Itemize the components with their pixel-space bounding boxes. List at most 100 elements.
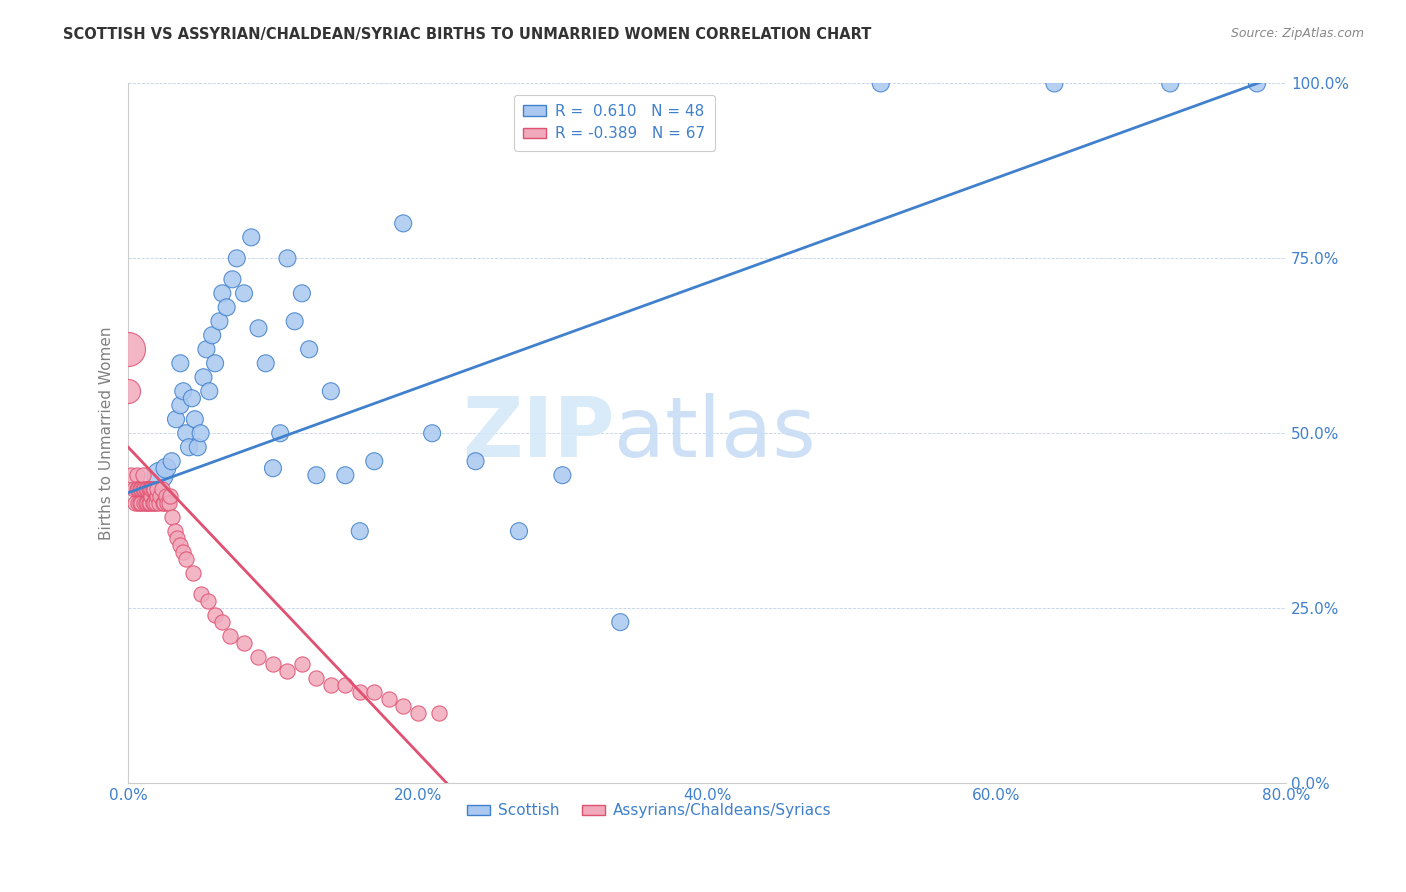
- Point: [169, 538, 191, 552]
- Point: [276, 664, 298, 678]
- Text: atlas: atlas: [614, 392, 817, 474]
- Point: [204, 356, 226, 370]
- Point: [197, 594, 219, 608]
- Point: [349, 685, 371, 699]
- Point: [184, 412, 207, 426]
- Point: [211, 286, 233, 301]
- Point: [169, 398, 191, 412]
- Point: [609, 615, 631, 629]
- Point: [240, 230, 263, 244]
- Point: [146, 489, 169, 503]
- Point: [349, 524, 371, 538]
- Point: [117, 384, 139, 399]
- Point: [262, 657, 284, 672]
- Text: ZIP: ZIP: [463, 392, 614, 474]
- Point: [157, 496, 180, 510]
- Point: [127, 496, 149, 510]
- Point: [117, 343, 139, 357]
- Point: [208, 314, 231, 328]
- Point: [139, 496, 162, 510]
- Point: [128, 482, 150, 496]
- Point: [152, 496, 174, 510]
- Point: [221, 272, 243, 286]
- Point: [172, 384, 194, 399]
- Point: [156, 496, 179, 510]
- Point: [406, 706, 429, 720]
- Point: [254, 356, 277, 370]
- Point: [174, 426, 197, 441]
- Point: [136, 482, 159, 496]
- Point: [291, 286, 314, 301]
- Point: [198, 384, 221, 399]
- Point: [155, 489, 177, 503]
- Point: [132, 482, 155, 496]
- Text: SCOTTISH VS ASSYRIAN/CHALDEAN/SYRIAC BIRTHS TO UNMARRIED WOMEN CORRELATION CHART: SCOTTISH VS ASSYRIAN/CHALDEAN/SYRIAC BIR…: [63, 27, 872, 42]
- Point: [305, 671, 328, 685]
- Point: [201, 328, 224, 343]
- Point: [420, 426, 443, 441]
- Point: [181, 391, 204, 405]
- Point: [392, 699, 415, 714]
- Point: [141, 482, 163, 496]
- Y-axis label: Births to Unmarried Women: Births to Unmarried Women: [100, 326, 114, 540]
- Point: [1043, 77, 1066, 91]
- Point: [129, 496, 152, 510]
- Point: [141, 489, 163, 503]
- Point: [195, 343, 218, 357]
- Point: [122, 482, 145, 496]
- Point: [193, 370, 215, 384]
- Point: [363, 685, 385, 699]
- Point: [143, 482, 166, 496]
- Point: [148, 496, 170, 510]
- Point: [551, 468, 574, 483]
- Point: [335, 468, 357, 483]
- Point: [159, 489, 181, 503]
- Point: [134, 496, 156, 510]
- Point: [284, 314, 307, 328]
- Point: [190, 587, 212, 601]
- Point: [165, 412, 187, 426]
- Point: [145, 496, 167, 510]
- Point: [136, 496, 159, 510]
- Point: [233, 636, 256, 650]
- Point: [298, 343, 321, 357]
- Point: [128, 496, 150, 510]
- Point: [135, 482, 157, 496]
- Point: [127, 482, 149, 496]
- Point: [146, 482, 169, 496]
- Point: [177, 440, 200, 454]
- Point: [190, 426, 212, 441]
- Point: [138, 496, 160, 510]
- Point: [319, 384, 342, 399]
- Point: [172, 545, 194, 559]
- Point: [160, 454, 183, 468]
- Point: [129, 482, 152, 496]
- Text: Source: ZipAtlas.com: Source: ZipAtlas.com: [1230, 27, 1364, 40]
- Point: [247, 321, 270, 335]
- Point: [155, 461, 177, 475]
- Point: [211, 615, 233, 629]
- Point: [377, 692, 399, 706]
- Point: [233, 286, 256, 301]
- Point: [187, 440, 209, 454]
- Point: [225, 252, 247, 266]
- Point: [392, 216, 415, 230]
- Point: [174, 552, 197, 566]
- Point: [134, 482, 156, 496]
- Point: [125, 482, 148, 496]
- Point: [153, 496, 176, 510]
- Point: [215, 301, 238, 315]
- Point: [276, 252, 298, 266]
- Point: [183, 566, 205, 581]
- Point: [363, 454, 385, 468]
- Point: [120, 468, 142, 483]
- Point: [142, 496, 165, 510]
- Point: [150, 482, 173, 496]
- Point: [132, 468, 155, 483]
- Point: [139, 482, 162, 496]
- Point: [125, 468, 148, 483]
- Point: [1159, 77, 1181, 91]
- Point: [218, 629, 240, 643]
- Point: [135, 496, 157, 510]
- Point: [319, 678, 342, 692]
